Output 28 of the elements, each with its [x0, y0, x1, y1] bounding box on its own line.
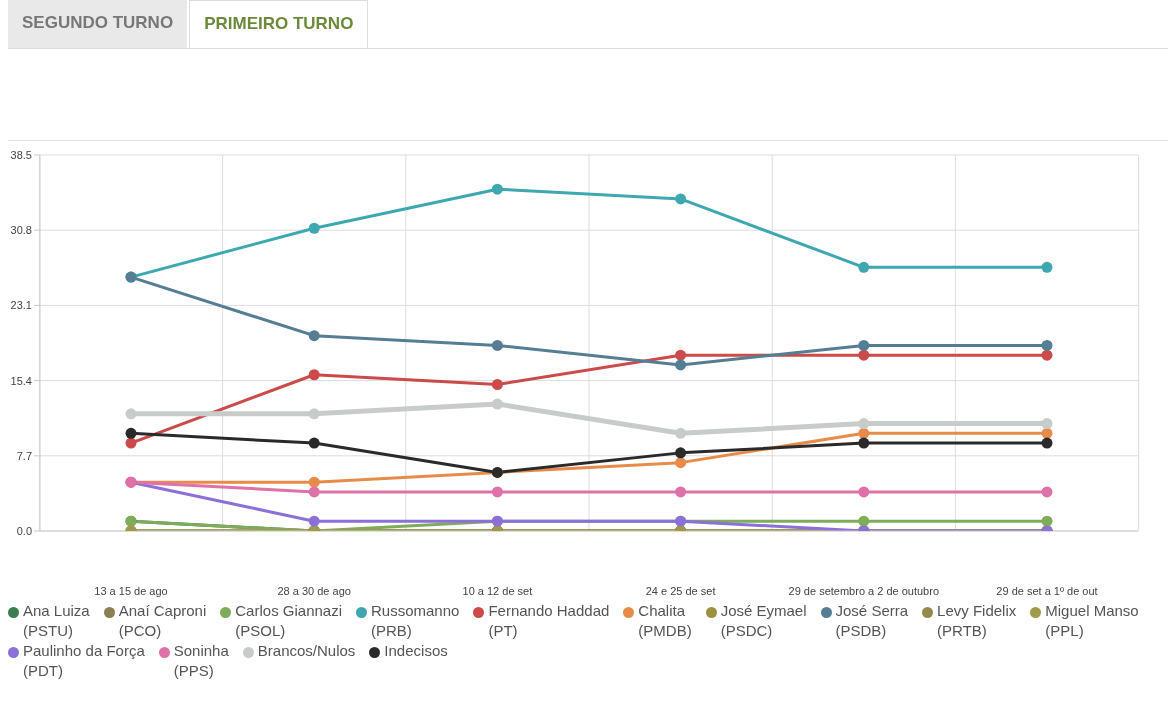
legend-label: José Serra (PSDB) — [835, 601, 909, 641]
x-tick-label: 10 a 12 de set — [462, 584, 533, 597]
legend-label: Russomanno (PRB) — [371, 601, 460, 641]
legend-label: Paulinho da Força (PDT) — [23, 641, 145, 681]
x-tick-label: 29 de set a 1º de out — [996, 584, 1098, 597]
x-tick-label: 29 de setembro a 2 de outubro — [788, 584, 940, 597]
legend-label: José Eymael (PSDC) — [720, 601, 807, 641]
legend-label: Levy Fidelix (PRTB) — [937, 601, 1017, 641]
legend-label: Soninha (PPS) — [173, 641, 229, 681]
text: PRIMEIRO TURNO — [189, 0, 369, 48]
text: SEGUNDO TURNO — [8, 0, 188, 48]
x-tick-label: 13 a 15 de ago — [94, 584, 168, 597]
legend-label: Brancos/Nulos — [257, 641, 356, 661]
x-tick-label: 28 a 30 de ago — [277, 584, 351, 597]
y-tick-label: 15.4 — [10, 374, 32, 387]
legend-label: Anaí Caproni (PCO) — [118, 601, 207, 641]
y-tick-label: 7.7 — [16, 449, 32, 462]
y-tick-label: 23.1 — [10, 299, 32, 312]
y-tick-label: 30.8 — [10, 224, 32, 237]
y-tick-label: 38.5 — [10, 148, 32, 161]
legend-label: Ana Luiza (PSTU) — [23, 601, 90, 641]
x-tick-label: 24 e 25 de set — [645, 584, 716, 597]
y-tick-label: 0.0 — [16, 524, 32, 537]
legend-label: Carlos Giannazi (PSOL) — [235, 601, 342, 641]
legend-label: Fernando Haddad (PT) — [488, 601, 610, 641]
legend-label: Miguel Manso (PPL) — [1045, 601, 1139, 641]
legend-label: Chalita (PMDB) — [638, 601, 692, 641]
legend-label: Indecisos — [384, 641, 448, 661]
